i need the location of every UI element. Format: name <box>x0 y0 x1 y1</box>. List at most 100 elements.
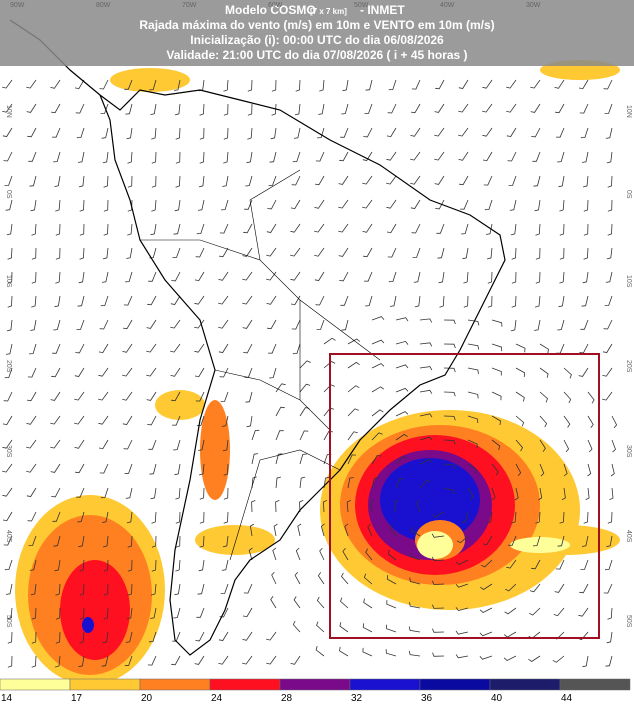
barb <box>410 127 421 137</box>
barb <box>175 559 181 572</box>
colorbar-segment <box>209 678 281 691</box>
barb <box>2 487 13 497</box>
barb <box>6 319 13 332</box>
barb <box>171 655 181 666</box>
barb <box>242 295 253 305</box>
barb <box>55 583 61 596</box>
barb <box>419 459 433 465</box>
barb <box>150 223 157 236</box>
gust-field <box>15 60 620 685</box>
barb <box>461 223 469 235</box>
barb <box>295 79 301 92</box>
barb <box>557 535 565 547</box>
colorbar-label: 20 <box>141 693 153 704</box>
barb <box>98 439 109 450</box>
barb <box>371 363 385 369</box>
barb <box>558 295 565 308</box>
barb <box>539 439 546 452</box>
barb <box>606 631 613 644</box>
latitude-label: 30S <box>5 445 12 458</box>
barb <box>2 127 13 137</box>
barb <box>222 535 229 548</box>
barb <box>102 151 109 164</box>
barb <box>443 463 456 470</box>
barb <box>587 463 592 477</box>
barb <box>491 415 502 426</box>
barb <box>535 271 541 284</box>
barb <box>371 339 385 345</box>
barb <box>270 596 277 609</box>
barb <box>31 223 37 236</box>
barb <box>315 295 325 306</box>
barb <box>299 476 306 489</box>
barb <box>249 523 255 537</box>
barb <box>438 271 445 284</box>
barb <box>170 295 181 305</box>
barb <box>292 151 301 163</box>
barb <box>480 583 493 590</box>
barb <box>194 343 205 353</box>
barb <box>79 223 85 236</box>
barb <box>275 430 284 441</box>
barb <box>467 463 477 474</box>
barb <box>170 367 181 377</box>
barb <box>55 247 61 260</box>
barb <box>222 175 229 187</box>
barb <box>467 439 478 449</box>
barb <box>251 429 260 441</box>
barb <box>223 103 229 116</box>
barb <box>367 523 373 537</box>
barb <box>147 295 157 306</box>
barb <box>582 271 589 284</box>
barb <box>174 583 181 596</box>
barb <box>275 453 283 465</box>
barb <box>389 524 397 537</box>
barb <box>50 391 61 401</box>
barb <box>411 79 421 90</box>
barb <box>487 271 493 284</box>
barb <box>486 511 493 524</box>
barb <box>31 271 37 284</box>
barb <box>55 223 61 236</box>
barb <box>52 511 61 522</box>
barb <box>74 415 85 425</box>
barb <box>79 559 85 572</box>
barb <box>6 223 13 236</box>
barb <box>103 607 109 620</box>
barb <box>29 559 37 571</box>
barb <box>410 103 421 114</box>
barb <box>539 367 549 378</box>
barb <box>535 247 541 260</box>
barb <box>266 631 277 641</box>
barb <box>506 127 517 137</box>
barb <box>587 439 593 453</box>
barb <box>414 295 421 308</box>
barb <box>315 151 325 162</box>
barb <box>198 439 205 451</box>
country-borders <box>140 169 381 561</box>
barb <box>582 655 589 668</box>
barb <box>173 223 181 235</box>
barb <box>218 631 229 641</box>
barb <box>347 338 361 345</box>
barb <box>363 127 373 138</box>
barb <box>290 199 301 210</box>
header-band <box>0 0 634 66</box>
barb <box>339 151 349 162</box>
barb <box>503 655 517 661</box>
barb <box>386 151 397 161</box>
barb <box>412 247 421 258</box>
barb <box>515 463 522 477</box>
barb <box>506 103 517 113</box>
barb <box>410 552 421 561</box>
barb <box>223 79 229 92</box>
barb <box>194 367 205 378</box>
barb <box>223 511 229 524</box>
barb <box>386 600 397 609</box>
longitude-label: 40W <box>440 2 455 9</box>
barb <box>125 103 133 115</box>
barb <box>338 247 349 257</box>
latitude-label: 50S <box>625 615 632 628</box>
barb <box>340 295 349 306</box>
barb <box>436 223 445 234</box>
